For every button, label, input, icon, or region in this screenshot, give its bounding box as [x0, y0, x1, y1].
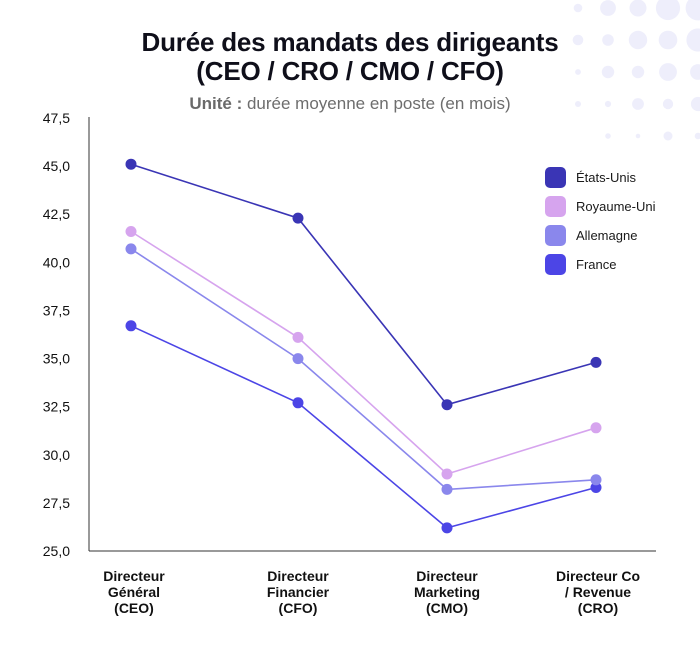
- decorative-dot: [602, 34, 614, 46]
- decorative-dot: [572, 34, 584, 46]
- data-point: [590, 482, 602, 493]
- decorative-dot: [601, 65, 615, 79]
- data-point: [441, 468, 453, 480]
- y-tick-label: 27,5: [43, 495, 70, 511]
- decorative-dot: [605, 133, 611, 139]
- legend-label: Allemagne: [576, 227, 638, 243]
- decorative-dot: [694, 132, 700, 140]
- legend-swatch: [545, 195, 566, 217]
- series-line: [130, 163, 597, 406]
- y-tick-label: 40,0: [43, 254, 70, 270]
- decorative-dot: [686, 28, 700, 52]
- data-point: [125, 158, 137, 170]
- legend-swatch: [545, 253, 566, 275]
- legend: États-Unis Royaume-Uni Allemagne France: [545, 166, 695, 282]
- legend-item-allemagne: Allemagne: [545, 224, 695, 246]
- series-line: [130, 248, 597, 491]
- y-tick-label: 32,5: [43, 399, 70, 415]
- decorative-dot: [575, 69, 581, 75]
- data-point: [590, 356, 602, 368]
- legend-label: Royaume-Uni: [576, 198, 656, 214]
- decorative-dot: [685, 0, 700, 21]
- decorative-dot: [635, 133, 641, 139]
- chart-title-line1: Durée des mandats des dirigeants: [141, 27, 559, 57]
- decorative-dot: [575, 101, 581, 107]
- decorative-dots: [572, 0, 700, 141]
- series-lines: [130, 163, 597, 529]
- legend-item-royaume-uni: Royaume-Uni: [545, 195, 695, 217]
- x-tick-label-cro: Directeur Co / Revenue (CRO): [555, 568, 641, 616]
- subtitle-label: Unité :: [189, 94, 243, 113]
- y-axis-ticks: 25,0 27,5 30,0 32,5 35,0 37,5 40,0 42,5 45,0 47,5: [43, 110, 70, 559]
- series-line: [130, 325, 597, 529]
- decorative-dot: [662, 98, 674, 110]
- y-tick-label: 45,0: [43, 158, 70, 174]
- y-tick-label: 30,0: [43, 447, 70, 463]
- y-tick-label: 35,0: [43, 351, 70, 367]
- legend-label: États-Unis: [576, 169, 636, 185]
- data-point: [292, 331, 304, 343]
- y-tick-label: 37,5: [43, 302, 70, 318]
- decorative-dot: [628, 30, 648, 50]
- data-point: [125, 226, 137, 237]
- decorative-dot: [690, 96, 700, 112]
- x-tick-label-cfo: Directeur Financier (CFO): [266, 568, 330, 616]
- decorative-dot: [631, 65, 645, 79]
- decorative-dot: [655, 0, 681, 21]
- data-point: [441, 483, 453, 495]
- data-point: [292, 353, 304, 365]
- series-points: [125, 158, 602, 534]
- data-point: [441, 399, 453, 411]
- x-tick-label-ceo: Directeur Général (CEO): [103, 568, 165, 616]
- data-point: [590, 422, 602, 434]
- legend-swatch: [545, 224, 566, 246]
- decorative-dot: [663, 131, 673, 141]
- decorative-dot: [659, 63, 677, 81]
- decorative-dot: [632, 98, 644, 110]
- data-point: [125, 320, 137, 332]
- data-point: [590, 474, 602, 486]
- chart-subtitle: Unité : durée moyenne en poste (en mois): [0, 94, 700, 114]
- decorative-dot: [629, 0, 647, 17]
- data-point: [441, 522, 453, 534]
- y-tick-label: 25,0: [43, 543, 70, 559]
- x-tick-label-cmo: Directeur Marketing (CMO): [413, 568, 481, 616]
- legend-swatch: [545, 166, 566, 188]
- data-point: [125, 243, 137, 255]
- legend-item-etats-unis: États-Unis: [545, 166, 695, 188]
- decorative-dot: [573, 3, 583, 13]
- legend-item-france: France: [545, 253, 695, 275]
- y-tick-label: 42,5: [43, 206, 70, 222]
- chart-title: Durée des mandats des dirigeants (CEO / …: [0, 28, 700, 86]
- decorative-dot: [690, 64, 700, 80]
- data-point: [292, 397, 304, 409]
- decorative-dot: [604, 100, 612, 108]
- chart-title-line2: (CEO / CRO / CMO / CFO): [196, 56, 504, 86]
- decorative-dot: [600, 0, 616, 16]
- data-point: [292, 212, 304, 224]
- y-tick-label: 47,5: [43, 110, 70, 126]
- series-line: [130, 230, 597, 475]
- decorative-dot: [658, 30, 678, 50]
- subtitle-text: durée moyenne en poste (en mois): [242, 94, 511, 113]
- legend-label: France: [576, 256, 617, 272]
